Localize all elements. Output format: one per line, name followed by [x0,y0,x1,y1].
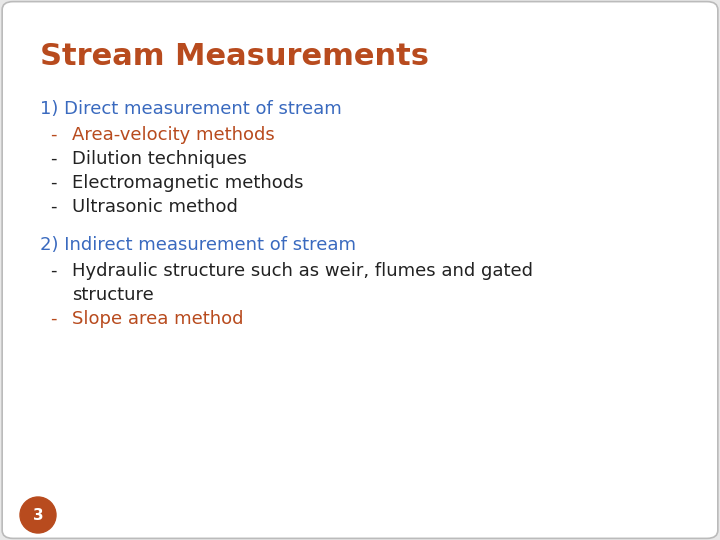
Text: Dilution techniques: Dilution techniques [72,150,247,168]
Text: -: - [50,310,56,328]
Text: -: - [50,262,56,280]
Text: Hydraulic structure such as weir, flumes and gated: Hydraulic structure such as weir, flumes… [72,262,533,280]
Text: Slope area method: Slope area method [72,310,243,328]
Text: 3: 3 [32,508,43,523]
Text: Area-velocity methods: Area-velocity methods [72,126,275,144]
Text: -: - [50,150,56,168]
Text: 1) Direct measurement of stream: 1) Direct measurement of stream [40,100,342,118]
Text: -: - [50,174,56,192]
Text: 2) Indirect measurement of stream: 2) Indirect measurement of stream [40,236,356,254]
Text: Stream Measurements: Stream Measurements [40,42,429,71]
Text: -: - [50,198,56,216]
Text: Ultrasonic method: Ultrasonic method [72,198,238,216]
Text: Electromagnetic methods: Electromagnetic methods [72,174,304,192]
Circle shape [20,497,56,533]
Text: -: - [50,126,56,144]
Text: structure: structure [72,286,154,304]
